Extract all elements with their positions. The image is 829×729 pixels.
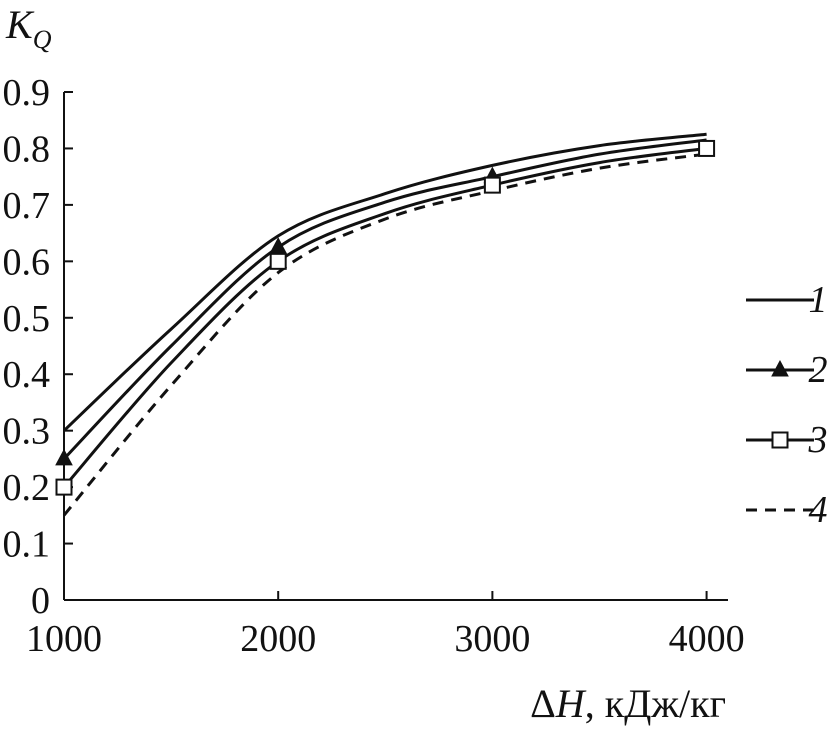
y-tick-label: 0.4: [3, 354, 51, 396]
series-line-3: [62, 146, 707, 489]
y-axis-title-main: K: [5, 2, 35, 47]
y-tick-label: 0.1: [3, 524, 51, 566]
y-tick-label: 0.8: [3, 128, 51, 170]
axes: [63, 92, 728, 601]
x-tick-label: 2000: [240, 618, 316, 660]
series-line-4: [62, 152, 707, 517]
series-3-marker: [483, 176, 501, 194]
series-2-marker: [55, 448, 73, 466]
x-tick-label: 1000: [26, 618, 102, 660]
y-tick-label: 0: [31, 580, 50, 622]
legend-label-4: 4: [809, 489, 828, 531]
series-3-marker: [698, 139, 716, 157]
series-line-1: [62, 132, 707, 432]
legend-label-1: 1: [809, 279, 828, 321]
series-3-marker: [269, 252, 287, 270]
y-tick-label: 0.9: [3, 72, 51, 114]
series-line-2: [62, 138, 707, 460]
markers-layer: [55, 139, 716, 496]
x-tick-label: 3000: [454, 618, 530, 660]
legend-marker-3: [771, 431, 789, 449]
x-axis-title-var: H: [555, 681, 587, 726]
legend-label-2: 2: [809, 349, 828, 391]
legend-marker-2: [771, 359, 789, 377]
series-3-marker: [55, 478, 73, 496]
x-axis-title-delta: Δ: [530, 681, 556, 726]
y-tick-label: 0.5: [3, 298, 51, 340]
x-tick-label: 4000: [669, 618, 745, 660]
y-tick-label: 0.7: [3, 185, 51, 227]
y-axis-title: KQ: [5, 2, 52, 54]
x-axis-title-unit: , кДж/кг: [585, 681, 726, 726]
y-tick-label: 0.3: [3, 411, 51, 453]
y-axis-title-sub: Q: [33, 25, 52, 54]
series-layer: [62, 132, 707, 517]
x-axis-title: ΔH, кДж/кг: [530, 681, 726, 726]
ticks: 0 0.1 0.2 0.3 0.4 0.5 0.6 0.7 0.8 0.9 1000 2000 3000…: [3, 72, 745, 660]
legend-label-3: 3: [808, 419, 828, 461]
y-tick-label: 0.2: [3, 467, 51, 509]
legend: 1 2 3 4: [746, 279, 828, 531]
y-tick-label: 0.6: [3, 241, 51, 283]
